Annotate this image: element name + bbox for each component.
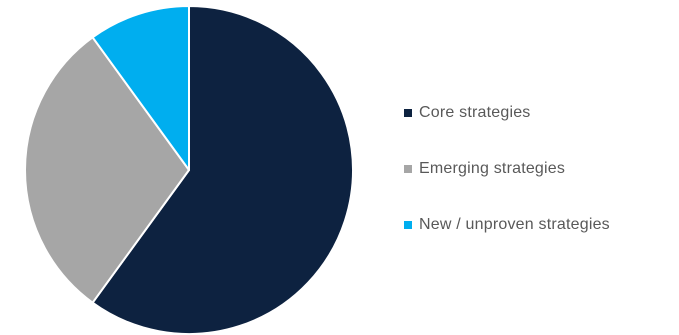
- legend-swatch-core: [404, 109, 412, 117]
- chart-legend: Core strategies Emerging strategies New …: [404, 100, 674, 268]
- pie-chart: [24, 5, 354, 335]
- pie-slice-emerging: [24, 36, 190, 304]
- legend-swatch-emerging: [404, 165, 412, 173]
- legend-label-new: New / unproven strategies: [419, 216, 610, 233]
- pie-slice-new: [91, 5, 190, 171]
- legend-label-core: Core strategies: [419, 104, 531, 121]
- legend-item-new: New / unproven strategies: [404, 212, 674, 238]
- legend-swatch-new: [404, 221, 412, 229]
- pie-slice-core: [91, 5, 354, 335]
- legend-item-core: Core strategies: [404, 100, 674, 126]
- legend-label-emerging: Emerging strategies: [419, 160, 566, 177]
- legend-item-emerging: Emerging strategies: [404, 156, 674, 182]
